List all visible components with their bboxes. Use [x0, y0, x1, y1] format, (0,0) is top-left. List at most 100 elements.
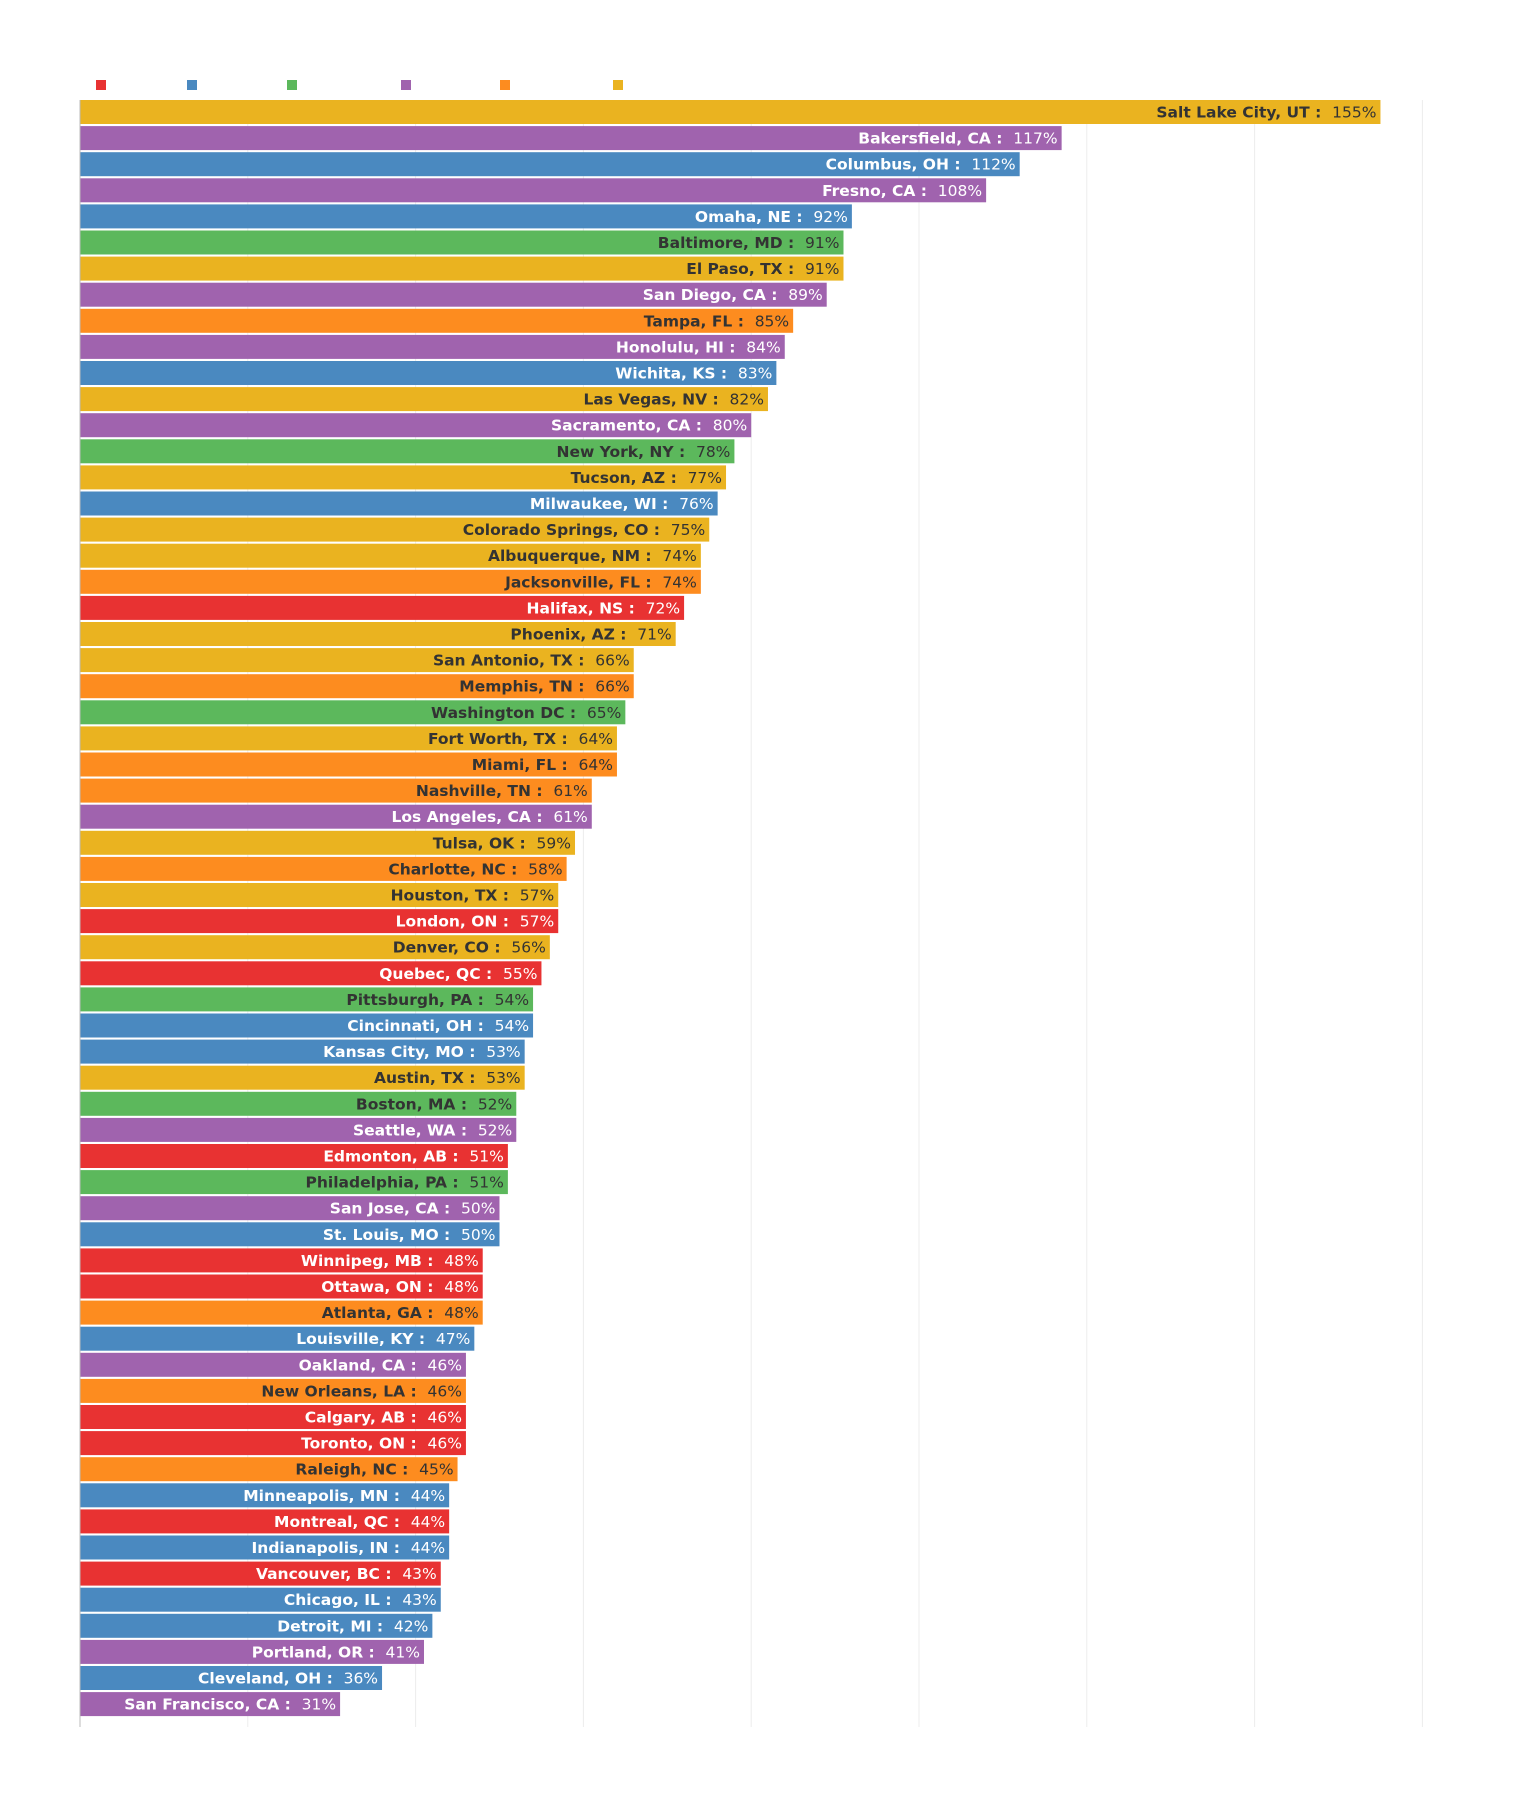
bar-label-separator: : [372, 1617, 394, 1635]
bar [80, 465, 727, 490]
bar [80, 361, 777, 385]
bar-label-separator: : [405, 1356, 427, 1374]
bar-label-separator: : [724, 338, 746, 356]
bar-city-label: Portland, OR [252, 1643, 363, 1661]
bar-label-separator: : [405, 1382, 427, 1400]
bar-group: Fresno, CA : 108% [80, 178, 987, 203]
bar [80, 726, 617, 751]
bar-group: London, ON : 57% [80, 909, 559, 934]
bar-label-separator: : [732, 312, 754, 330]
bar-label-separator: : [279, 1696, 301, 1714]
bar-value-label: 56% [511, 939, 545, 957]
bar-value-label: 44% [411, 1487, 445, 1505]
bar [80, 413, 752, 438]
bar-label: Charlotte, NC : 58% [388, 860, 562, 878]
bar-city-label: Chicago, IL [284, 1591, 380, 1609]
bar-value-label: 50% [461, 1226, 495, 1244]
bar [80, 1561, 441, 1586]
bar-group: Vancouver, BC : 43% [80, 1561, 441, 1586]
bar-group: Omaha, NE : 92% [80, 204, 852, 229]
bar-label: Memphis, TN : 66% [459, 678, 629, 696]
legend-swatch [401, 80, 411, 90]
bar-group: Los Angeles, CA : 61% [80, 804, 592, 829]
bar-group: Calgary, AB : 46% [80, 1405, 466, 1429]
bar-value-label: 75% [671, 521, 705, 539]
bar-city-label: Las Vegas, NV [583, 391, 707, 409]
bar-city-label: Tampa, FL [644, 312, 733, 330]
bar-city-label: Austin, TX [374, 1069, 464, 1087]
bar-city-label: Nashville, TN [416, 782, 531, 800]
bar-value-label: 36% [344, 1670, 378, 1688]
bar-city-label: Tucson, AZ [571, 469, 666, 487]
bar-city-label: St. Louis, MO [323, 1226, 439, 1244]
bar [80, 622, 676, 646]
bar-value-label: 45% [419, 1461, 453, 1479]
bar-city-label: Bakersfield, CA [858, 130, 991, 148]
bar-group: Albuquerque, NM : 74% [80, 543, 701, 568]
bar-label-separator: : [405, 1409, 427, 1427]
bar-group: Washington DC : 65% [80, 700, 626, 725]
bar-value-label: 48% [444, 1304, 478, 1322]
bar-group: El Paso, TX : 91% [80, 256, 844, 281]
bar-label-separator: : [489, 939, 511, 957]
bar-label: Baltimore, MD : 91% [658, 234, 840, 252]
bar-value-label: 46% [427, 1382, 461, 1400]
bar [80, 909, 559, 934]
bar-group: Jacksonville, FL : 74% [80, 569, 701, 594]
bar [80, 1013, 534, 1038]
bar-group: New York, NY : 78% [80, 439, 735, 464]
bar-value-label: 155% [1332, 104, 1376, 122]
bar-label-separator: : [439, 1226, 461, 1244]
bar [80, 230, 844, 255]
bar [80, 1535, 450, 1560]
bar-city-label: Los Angeles, CA [391, 808, 531, 826]
bar-value-label: 76% [679, 495, 713, 513]
bar-city-label: Seattle, WA [353, 1121, 455, 1139]
bar-group: Denver, CO : 56% [80, 935, 550, 960]
bar-label-separator: : [615, 626, 637, 644]
bar-value-label: 58% [528, 860, 562, 878]
bar-value-label: 74% [662, 573, 696, 591]
bar-label: Austin, TX : 53% [374, 1069, 521, 1087]
bar-group: San Antonio, TX : 66% [80, 648, 634, 673]
bar-city-label: Pittsburgh, PA [346, 991, 472, 1009]
bar-group: Indianapolis, IN : 44% [80, 1535, 450, 1560]
bar-group: Milwaukee, WI : 76% [80, 491, 718, 516]
bar-group: Salt Lake City, UT : 155% [80, 100, 1381, 124]
bar-group: Nashville, TN : 61% [80, 778, 592, 803]
bar-value-label: 82% [730, 391, 764, 409]
bar-city-label: San Diego, CA [643, 286, 766, 304]
bar-label: Phoenix, AZ : 71% [510, 626, 671, 644]
bar-group: Louisville, KY : 47% [80, 1326, 475, 1351]
bar-value-label: 54% [495, 991, 529, 1009]
bar-label: Tucson, AZ : 77% [571, 469, 722, 487]
bar-label: Wichita, KS : 83% [615, 365, 772, 383]
bar-label-separator: : [388, 1513, 410, 1531]
bar-label: Omaha, NE : 92% [695, 208, 848, 226]
bar-label-separator: : [497, 913, 519, 931]
bar-city-label: Winnipeg, MB [301, 1252, 422, 1270]
bar-city-label: Fort Worth, TX [428, 730, 556, 748]
bar [80, 543, 701, 568]
bar-label: Louisville, KY : 47% [296, 1330, 470, 1348]
bar-label-separator: : [766, 286, 788, 304]
bar [80, 1405, 466, 1429]
legend-item [96, 80, 106, 90]
bar-value-label: 77% [688, 469, 722, 487]
bar [80, 126, 1062, 151]
legend-item [401, 80, 411, 90]
bar-value-label: 31% [302, 1696, 336, 1714]
bar-city-label: Edmonton, AB [323, 1148, 447, 1166]
bar [80, 935, 550, 960]
bar-label-separator: : [665, 469, 687, 487]
bar-group: Miami, FL : 64% [80, 752, 617, 777]
bar-label: Los Angeles, CA : 61% [391, 808, 587, 826]
bar-value-label: 57% [520, 887, 554, 905]
bar-label: Albuquerque, NM : 74% [488, 547, 697, 565]
bar-city-label: Omaha, NE [695, 208, 791, 226]
bar-label-separator: : [422, 1252, 444, 1270]
bar-label-separator: : [556, 730, 578, 748]
bar-city-label: Minneapolis, MN [243, 1487, 388, 1505]
bar-label: Boston, MA : 52% [356, 1095, 512, 1113]
